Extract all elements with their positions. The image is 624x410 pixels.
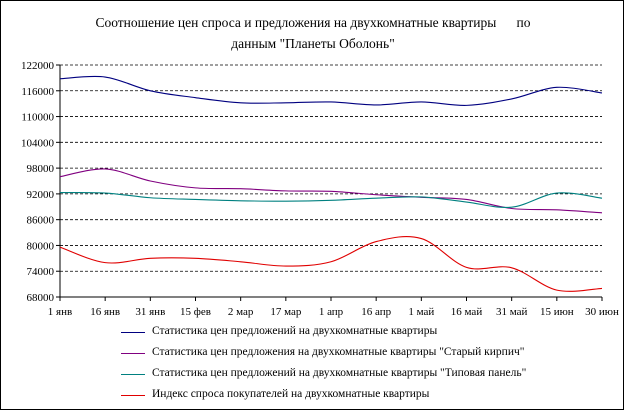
x-tick-label-12: 30 июн xyxy=(585,306,619,318)
y-tick-label-3: 86000 xyxy=(27,215,55,227)
series-line-3 xyxy=(59,191,603,209)
y-tick-label-6: 104000 xyxy=(21,137,55,149)
y-tick-label-7: 110000 xyxy=(21,112,54,124)
legend-label-4: Индекс спроса покупателей на двухкомнатн… xyxy=(152,388,430,400)
y-tick-label-0: 68000 xyxy=(27,292,55,304)
legend-swatch-2 xyxy=(121,353,145,354)
x-tick-label-10: 31 май xyxy=(496,306,528,318)
x-tick-label-3: 15 фев xyxy=(180,306,211,318)
x-tick-label-0: 1 янв xyxy=(48,306,72,318)
legend-swatch-1 xyxy=(121,332,145,333)
legend-item-1: Статистика цен предложений на двухкомнат… xyxy=(121,323,601,344)
chart-title-line-2: данным "Планеты Оболонь" xyxy=(231,36,395,51)
legend-label-3: Статистика цен предложений на двухкомнат… xyxy=(152,367,527,379)
legend-swatch-4 xyxy=(121,395,145,396)
legend-item-3: Статистика цен предложений на двухкомнат… xyxy=(121,365,601,386)
y-tick-label-1: 74000 xyxy=(27,266,55,278)
x-tick-label-11: 15 июн xyxy=(540,306,574,318)
series-line-1 xyxy=(59,75,603,106)
chart-title-line-1: Соотношение цен спроса и предложения на … xyxy=(95,15,531,30)
x-tick-label-8: 1 май xyxy=(408,306,434,318)
x-tick-label-9: 16 май xyxy=(451,306,483,318)
y-tick-label-8: 116000 xyxy=(21,86,54,98)
legend-item-4: Индекс спроса покупателей на двухкомнатн… xyxy=(121,386,601,407)
legend-swatch-3 xyxy=(121,374,145,375)
x-tick-label-1: 16 янв xyxy=(90,306,120,318)
legend-item-2: Статистика цен предложения на двухкомнат… xyxy=(121,344,601,365)
series-line-4 xyxy=(59,236,603,292)
y-tick-label-4: 92000 xyxy=(27,189,55,201)
legend: Статистика цен предложений на двухкомнат… xyxy=(121,323,601,407)
legend-label-2: Статистика цен предложения на двухкомнат… xyxy=(152,346,525,358)
legend-label-1: Статистика цен предложений на двухкомнат… xyxy=(152,325,438,337)
x-tick-label-6: 1 апр xyxy=(319,306,344,318)
y-tick-label-2: 80000 xyxy=(27,240,55,252)
x-tick-label-4: 2 мар xyxy=(228,306,254,318)
y-tick-label-9: 122000 xyxy=(21,60,55,72)
x-tick-label-7: 16 апр xyxy=(361,306,391,318)
y-tick-label-5: 98000 xyxy=(27,163,55,175)
x-tick-label-2: 31 янв xyxy=(135,306,165,318)
series-line-2 xyxy=(59,168,603,214)
x-tick-label-5: 17 мар xyxy=(270,306,302,318)
